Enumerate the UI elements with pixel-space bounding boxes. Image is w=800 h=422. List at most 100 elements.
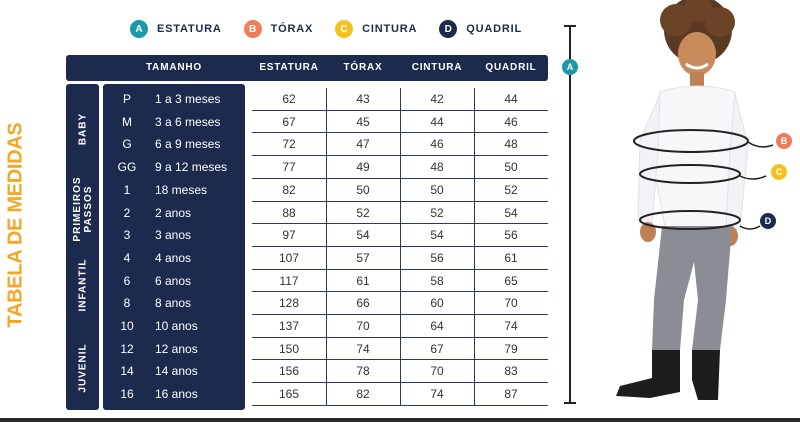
cell-torax: 74 <box>356 341 370 356</box>
marker-a: A <box>562 59 578 75</box>
legend-item-cintura: C CINTURA <box>335 20 417 38</box>
group-primeiros-passos-label: PRIMEIROS PASSOS <box>72 176 94 241</box>
size-code: GG <box>117 160 137 175</box>
size-age: 18 meses <box>155 182 208 197</box>
column-divider <box>326 88 327 406</box>
size-code: 16 <box>120 387 134 402</box>
group-juvenil-label: JUVENIL <box>77 343 88 393</box>
header-torax: TÓRAX <box>343 62 383 73</box>
size-age: 6 a 9 meses <box>155 137 221 152</box>
size-row: 8 8 anos <box>103 292 245 314</box>
cell-torax: 82 <box>356 387 370 402</box>
cell-torax: 78 <box>356 364 370 379</box>
group-baby-label: BABY <box>77 112 88 146</box>
cell-quadril: 46 <box>504 114 518 129</box>
cell-quadril: 44 <box>504 92 518 106</box>
cell-torax: 43 <box>356 92 370 106</box>
size-code: 14 <box>120 364 134 379</box>
cell-torax: 61 <box>356 273 370 288</box>
cell-cintura: 52 <box>430 205 444 220</box>
marker-b: B <box>776 133 792 149</box>
size-row: P 1 a 3 meses <box>103 88 245 110</box>
cell-estatura: 62 <box>282 92 296 106</box>
cell-estatura: 82 <box>282 182 296 197</box>
cell-quadril: 87 <box>504 387 518 402</box>
size-code: 12 <box>120 341 134 356</box>
size-row: 14 14 anos <box>103 360 245 382</box>
cell-quadril: 52 <box>504 182 518 197</box>
size-row: 12 12 anos <box>103 338 245 360</box>
legend-item-quadril: D QUADRIL <box>439 20 522 38</box>
page-title: TABELA DE MEDIDAS <box>3 100 29 350</box>
cell-torax: 47 <box>356 137 370 152</box>
cell-cintura: 54 <box>430 228 444 243</box>
cell-torax: 50 <box>356 182 370 197</box>
size-code: 6 <box>123 273 131 288</box>
child-model-illustration <box>616 0 774 400</box>
cell-cintura: 56 <box>430 250 444 265</box>
table-row: 107 57 56 61 <box>252 247 548 269</box>
group-primeiros-label-2: PASSOS <box>82 185 94 233</box>
cell-estatura: 72 <box>282 137 296 152</box>
cell-estatura: 150 <box>278 341 300 356</box>
size-code: M <box>122 114 132 129</box>
group-primeiros-label-1: PRIMEIROS <box>71 176 83 242</box>
cell-estatura: 165 <box>278 387 300 402</box>
cell-cintura: 42 <box>430 92 444 106</box>
header-cintura: CINTURA <box>411 62 463 73</box>
cell-quadril: 79 <box>504 341 518 356</box>
size-code: 2 <box>123 205 131 220</box>
marker-d: D <box>760 213 776 229</box>
cell-estatura: 117 <box>279 273 299 288</box>
cell-cintura: 70 <box>430 364 444 379</box>
size-age: 10 anos <box>155 319 198 333</box>
cell-quadril: 61 <box>504 250 518 265</box>
header-tamanho: TAMANHO <box>146 62 202 73</box>
size-age: 6 anos <box>155 273 192 288</box>
table-row: 128 66 60 70 <box>252 292 548 314</box>
cell-cintura: 50 <box>430 182 444 197</box>
table-row: 117 61 58 65 <box>252 270 548 292</box>
size-code: 10 <box>120 319 134 333</box>
height-measure-cap-bottom <box>564 402 576 404</box>
cell-cintura: 46 <box>430 137 444 152</box>
group-primeiros-passos: PRIMEIROS PASSOS <box>66 174 99 244</box>
legend-badge-d: D <box>439 20 458 38</box>
table-row: 97 54 54 56 <box>252 224 548 246</box>
table-row: 77 49 48 50 <box>252 156 548 178</box>
cell-estatura: 97 <box>282 228 296 243</box>
size-age: 12 anos <box>155 341 198 356</box>
height-measure-line <box>569 26 571 404</box>
cell-quadril: 54 <box>504 205 518 220</box>
size-row: 4 4 anos <box>103 247 245 269</box>
cell-quadril: 74 <box>504 319 518 333</box>
table-header: TAMANHO ESTATURA TÓRAX CINTURA QUADRIL <box>66 55 548 81</box>
legend-badge-a: A <box>130 20 148 38</box>
group-infantil: INFANTIL <box>66 244 99 326</box>
header-estatura: ESTATURA <box>259 62 319 73</box>
marker-c: C <box>771 164 787 180</box>
cell-quadril: 70 <box>504 296 518 311</box>
size-panel: P 1 a 3 meses M 3 a 6 meses G 6 a 9 meses GG 9 … <box>103 84 245 410</box>
size-code: 4 <box>123 250 131 265</box>
page-title-text: TABELA DE MEDIDAS <box>4 122 27 328</box>
legend-label-torax: TÓRAX <box>270 23 314 35</box>
legend-item-estatura: A ESTATURA <box>130 20 222 38</box>
size-code: 1 <box>123 182 131 197</box>
column-divider <box>474 88 475 406</box>
cell-torax: 52 <box>356 205 370 220</box>
cell-quadril: 56 <box>504 228 518 243</box>
size-row: 16 16 anos <box>103 383 245 405</box>
cell-quadril: 83 <box>504 364 518 379</box>
table-row: 165 82 74 87 <box>252 383 548 405</box>
cell-cintura: 74 <box>430 387 444 402</box>
bottom-bar <box>0 418 800 422</box>
size-age: 2 anos <box>155 205 192 220</box>
legend-badge-b: B <box>243 20 262 38</box>
cell-torax: 66 <box>356 296 370 311</box>
table-row: 67 45 44 46 <box>252 111 548 133</box>
legend-item-torax: B TÓRAX <box>243 20 314 38</box>
cell-quadril: 50 <box>504 160 518 175</box>
cell-torax: 70 <box>356 319 370 333</box>
cell-estatura: 107 <box>278 250 300 265</box>
